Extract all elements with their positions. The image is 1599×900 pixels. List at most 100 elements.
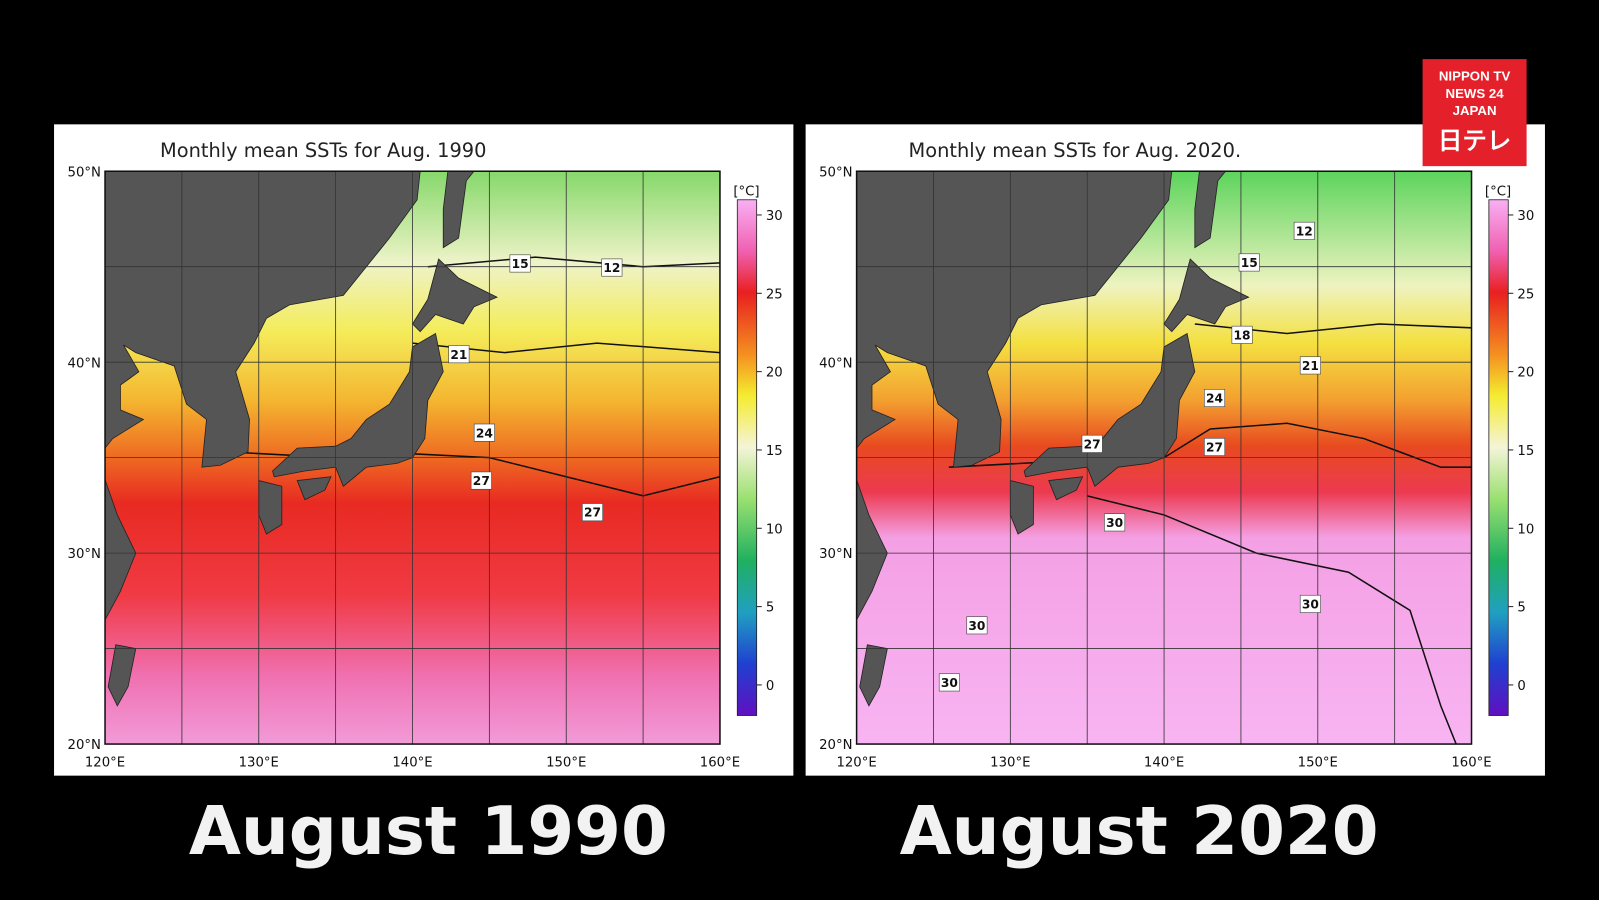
map-area: [105, 171, 720, 745]
land: [272, 332, 444, 487]
contour-label: 30: [968, 619, 985, 633]
lat-label: 20°N: [819, 738, 852, 753]
lon-label: 120°E: [85, 755, 125, 770]
contour-label: 27: [584, 506, 601, 520]
contour-label-box: [1204, 389, 1226, 407]
colorbar-tick-label: 25: [1517, 287, 1534, 302]
lat-label: 50°N: [68, 165, 101, 180]
contour-label-box: [1231, 325, 1253, 344]
colorbar-tick-label: 30: [766, 209, 783, 224]
contour-label-box: [1104, 513, 1126, 532]
contour-label-box: [581, 503, 603, 522]
lon-label: 150°E: [1298, 755, 1338, 770]
lon-label: 140°E: [392, 755, 432, 770]
colorbar-tick-label: 0: [766, 679, 774, 694]
colorbar-tick-label: 10: [1517, 522, 1534, 537]
contour-label-box: [601, 258, 623, 277]
lat-label: 20°N: [68, 738, 101, 753]
map-area: [856, 171, 1472, 745]
map-panel: Monthly mean SSTs for Aug. 2020. 50°N 40°N…: [805, 124, 1545, 776]
lat-label: 30°N: [68, 547, 101, 562]
contour-label-box: [938, 673, 960, 692]
lat-label: 50°N: [819, 165, 852, 180]
land: [442, 171, 475, 249]
contour-label: 30: [1302, 597, 1319, 611]
contour-label: 15: [1241, 256, 1258, 270]
colorbar-unit: [°C]: [733, 185, 759, 200]
lon-label: 130°E: [239, 755, 279, 770]
contour-label: 12: [1296, 224, 1313, 238]
land: [1023, 332, 1196, 487]
contour-label: 27: [473, 474, 490, 488]
colorbar-tick-label: 5: [766, 601, 774, 616]
caption: August 2020: [900, 792, 1379, 870]
map-panel: Monthly mean SSTs for Aug. 1990 50°N 40°N 3…: [54, 124, 794, 776]
contour-label-box: [1299, 594, 1321, 613]
logo-line: JAPAN: [1453, 103, 1497, 118]
contour-label: 18: [1234, 328, 1251, 342]
contour-label: 15: [512, 257, 529, 271]
contour-label-box: [1081, 434, 1103, 453]
land: [856, 171, 1173, 621]
land: [105, 171, 421, 621]
contour-line: [427, 256, 720, 268]
contour-label-box: [1204, 437, 1226, 456]
lon-label: 150°E: [546, 755, 586, 770]
lon-label: 120°E: [836, 755, 876, 770]
colorbar-tick-label: 20: [766, 366, 783, 381]
contour-label: 27: [1084, 437, 1101, 451]
colorbar-tick-label: 30: [1517, 209, 1534, 224]
map-title: Monthly mean SSTs for Aug. 1990: [160, 139, 486, 162]
logo: NIPPON TV NEWS 24 JAPAN 日テレ: [1422, 59, 1527, 167]
contour-label-box: [966, 616, 988, 635]
contour-label-box: [448, 345, 470, 364]
map-frame: [855, 170, 1473, 745]
contour-label: 12: [603, 261, 620, 275]
colorbar-tick-label: 15: [766, 444, 783, 459]
colorbar-tick-label: 20: [1517, 366, 1534, 381]
land: [107, 644, 137, 707]
map-frame: [104, 170, 721, 745]
lon-label: 140°E: [1144, 755, 1184, 770]
lon-label: 130°E: [990, 755, 1030, 770]
contour-label: 21: [450, 348, 467, 362]
lon-label: 160°E: [700, 755, 740, 770]
colorbar-tick-label: 15: [1517, 444, 1534, 459]
land: [1194, 171, 1227, 249]
colorbar: [1488, 199, 1509, 716]
colorbar-tick-label: 0: [1517, 679, 1525, 694]
contour-label-box: [509, 254, 531, 273]
contour-label: 30: [941, 676, 958, 690]
contour-label: 21: [1302, 359, 1319, 373]
logo-line: NIPPON TV: [1439, 69, 1511, 84]
colorbar: [736, 199, 758, 716]
contour-label: 24: [476, 426, 493, 440]
land: [296, 476, 332, 501]
contour-label-box: [473, 423, 495, 442]
colorbar-tick-label: 10: [766, 522, 783, 537]
logo-mark: 日テレ: [1438, 128, 1511, 155]
logo-box: [1422, 59, 1527, 167]
contour-label: 27: [1206, 441, 1223, 455]
land: [1048, 476, 1084, 501]
colorbar-tick-label: 25: [766, 287, 783, 302]
contour-label-box: [1293, 221, 1315, 240]
lat-label: 40°N: [819, 356, 852, 371]
colorbar-tick-label: 5: [1517, 601, 1525, 616]
lat-label: 30°N: [819, 547, 852, 562]
contour-label: 24: [1206, 392, 1223, 406]
land: [411, 258, 499, 333]
lat-label: 40°N: [68, 356, 101, 371]
contour-label: 30: [1106, 516, 1123, 530]
colorbar-unit: [°C]: [1485, 185, 1511, 200]
lon-label: 160°E: [1451, 755, 1491, 770]
logo-line: NEWS 24: [1445, 86, 1504, 101]
caption: August 1990: [189, 792, 668, 870]
contour-label-box: [1299, 356, 1321, 375]
map-title: Monthly mean SSTs for Aug. 2020.: [909, 139, 1242, 162]
contour-label-box: [1238, 253, 1260, 272]
land: [859, 644, 888, 707]
contour-label-box: [470, 471, 492, 490]
